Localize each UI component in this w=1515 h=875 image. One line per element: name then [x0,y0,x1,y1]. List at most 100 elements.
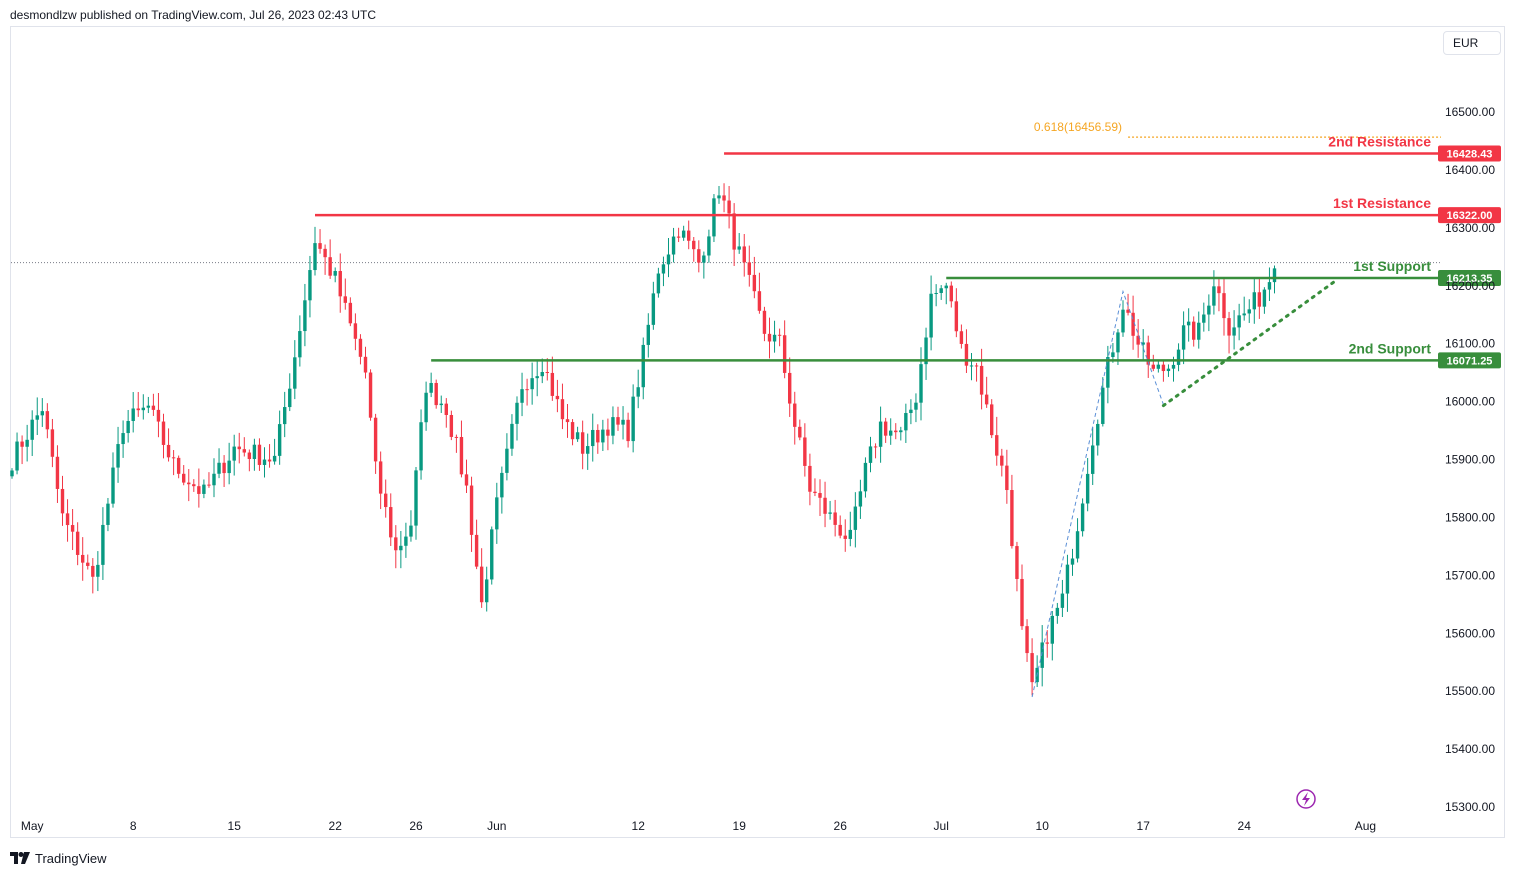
candle [176,455,181,479]
candle [793,391,797,445]
candle [762,306,767,342]
time-axis: May 8 15 22 26 Jun 12 19 26 Jul 10 17 24 Aug [21,819,1376,833]
candle [227,442,231,485]
candle [146,396,151,414]
level-price-tag: 16322.00 [1438,207,1501,224]
candle [1025,619,1029,662]
candle [86,554,90,570]
candle [1075,518,1080,563]
candle [1050,610,1054,661]
candle [712,194,716,243]
candle [131,392,135,433]
svg-text:16213.35: 16213.35 [1447,273,1493,285]
y-tick-label: 15400.00 [1445,742,1495,756]
candle [788,357,792,417]
x-tick-label: Jun [487,819,506,833]
candle [222,455,226,487]
candle [96,551,100,592]
x-tick-label: 19 [733,819,747,833]
candle [469,476,474,552]
candle [1156,360,1161,373]
candle [914,393,918,423]
candle [575,426,580,442]
candle [283,391,287,438]
candle [894,423,898,440]
candle [75,522,80,566]
candle [1217,278,1221,312]
candle [702,251,706,279]
lightning-icon[interactable] [1296,789,1316,809]
candle [1060,579,1065,618]
ascending-trendline[interactable] [1161,279,1337,408]
candle [580,420,585,470]
candle [803,423,807,477]
candle [323,244,327,275]
candle [782,320,787,379]
candle [1257,278,1262,319]
candle [596,424,600,454]
candle [10,468,14,479]
candle [1085,458,1090,512]
candle [1070,548,1075,576]
candle [419,409,423,480]
candle [328,239,332,279]
candle [1116,329,1120,365]
candle [1272,265,1277,294]
candle [495,482,499,544]
candle [81,537,85,581]
candle [889,418,893,445]
candle [136,392,140,417]
candle [863,457,868,498]
candle [500,466,504,514]
footer-brand[interactable]: TradingView [10,849,107,867]
candle [91,558,95,594]
candle [1015,541,1019,592]
candle [626,412,630,448]
candle [288,373,292,412]
candle [949,281,953,308]
candle [1166,364,1171,377]
level-price-tag: 16213.35 [1438,270,1501,287]
candle [267,444,272,468]
candle [45,403,50,439]
candle [727,185,731,229]
x-tick-label: 26 [409,819,423,833]
candle [252,438,257,471]
y-tick-label: 16100.00 [1445,337,1495,351]
candle [409,510,413,542]
x-tick-label: 12 [632,819,646,833]
candle [333,267,337,283]
candle [1141,329,1145,361]
level-price-tag: 16428.43 [1438,145,1501,162]
candle [313,226,317,276]
candle [540,358,544,384]
candle [1101,377,1105,427]
candle [1106,345,1110,404]
candle [1192,316,1196,347]
candle [242,437,246,457]
candle [35,397,39,436]
candle [984,376,989,408]
candle [666,238,671,278]
candle [752,256,757,299]
candle [429,372,433,398]
candle [20,435,24,465]
currency-button[interactable]: EUR [1443,31,1501,55]
candle [207,472,211,488]
candle [485,566,489,612]
candle [641,337,645,400]
chart-frame [10,26,1505,838]
y-tick-label: 15500.00 [1445,684,1495,698]
candle [212,458,216,498]
candle [50,418,55,468]
candle [611,406,615,445]
svg-text:16322.00: 16322.00 [1447,210,1493,222]
candle [378,451,383,510]
candle [1186,308,1191,342]
candle [848,511,852,547]
candle [156,392,161,438]
fib-label: 0.618(16456.59) [1034,120,1122,134]
candle [828,500,832,520]
candle [651,281,656,330]
